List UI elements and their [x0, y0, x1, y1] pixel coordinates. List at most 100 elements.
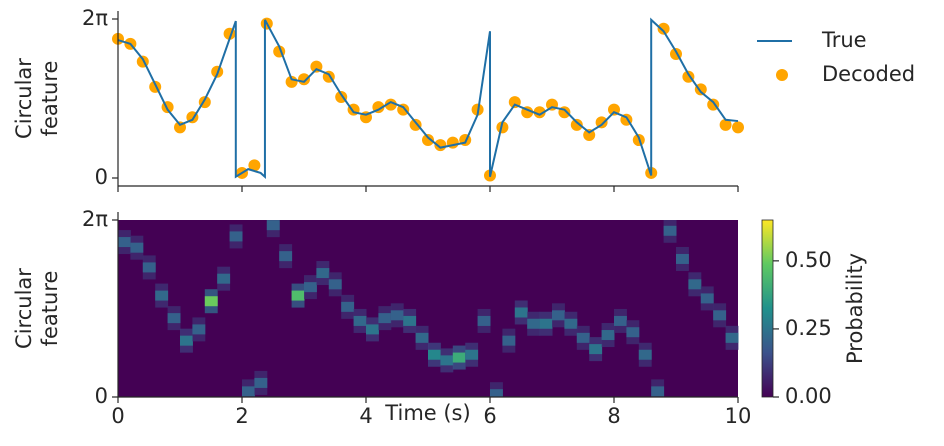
heatmap-column	[155, 283, 169, 308]
heatmap-column	[725, 325, 739, 350]
heatmap-cell	[614, 315, 627, 326]
heatmap-cell	[279, 251, 293, 262]
decoded-point	[533, 106, 546, 119]
legend-swatch	[776, 69, 788, 81]
heatmap-column	[142, 255, 156, 280]
heatmap-cell	[254, 377, 268, 388]
heatmap-column	[328, 272, 342, 297]
x-tick-label: 10	[725, 404, 752, 428]
heatmap-column	[614, 308, 627, 333]
heatmap-column	[192, 317, 206, 342]
colorbar-tick-label: 0.25	[785, 316, 832, 340]
heatmap-column	[304, 275, 317, 300]
heatmap-column	[465, 342, 479, 367]
y-tick-label: 0	[95, 165, 108, 189]
heatmap-cell	[601, 330, 615, 341]
heatmap-cell	[142, 262, 156, 273]
x-axis-label: Time (s)	[384, 401, 470, 425]
heatmap-column	[490, 382, 503, 397]
heatmap-cell	[328, 279, 342, 290]
heatmap-column	[254, 370, 268, 395]
heatmap-column	[539, 311, 553, 336]
heatmap-background	[118, 220, 738, 397]
colorbar	[761, 219, 774, 398]
heatmap-column	[217, 266, 231, 291]
x-tick-label: 8	[607, 404, 620, 428]
heatmap-column	[638, 342, 652, 367]
heatmap-cell	[316, 268, 330, 279]
decoded-point	[719, 118, 732, 131]
heatmap-column	[576, 325, 590, 350]
heatmap-cell	[514, 307, 528, 318]
heatmap-column	[266, 220, 280, 238]
y-axis-label: Circularfeature	[12, 268, 62, 349]
decoded-point	[657, 22, 670, 35]
heatmap-column	[415, 325, 429, 350]
heatmap-column	[688, 272, 702, 297]
heatmap-column	[440, 348, 454, 373]
heatmap-column	[353, 308, 367, 333]
decoded-point	[434, 139, 447, 152]
heatmap-cell	[390, 310, 404, 321]
heatmap-column	[180, 328, 193, 353]
heatmap-column	[279, 244, 293, 269]
heatmap-cell	[713, 310, 727, 321]
heatmap-cell	[415, 332, 429, 343]
decoded-point	[732, 121, 744, 134]
heatmap-cell	[130, 242, 144, 253]
heatmap-cell	[180, 335, 193, 346]
heatmap-column	[700, 286, 714, 311]
colorbar-tick-label: 0.00	[785, 384, 832, 408]
heatmap-cell	[552, 310, 565, 321]
heatmap-cell	[452, 352, 466, 363]
x-tick-label: 2	[235, 404, 248, 428]
heatmap-column	[118, 230, 131, 255]
decoded-point	[595, 116, 608, 129]
y-axis-label-line: Circular	[12, 58, 36, 139]
heatmap-column	[229, 224, 243, 249]
heatmap-cell	[266, 220, 280, 231]
heatmap-cell	[217, 273, 231, 284]
colorbar-label: Probability	[843, 253, 867, 364]
x-tick-label: 0	[111, 404, 124, 428]
heatmap-cell	[688, 279, 702, 290]
heatmap-column	[527, 311, 541, 336]
heatmap-cell	[589, 344, 603, 355]
heatmap-column	[378, 306, 392, 331]
heatmap-column	[452, 345, 466, 370]
y-tick-label: 2π	[82, 6, 108, 30]
heatmap-cell	[304, 282, 317, 293]
heatmap-column	[502, 328, 516, 353]
decoded-point	[496, 121, 509, 134]
heatmap-cell	[626, 327, 640, 338]
heatmap-cell	[676, 253, 689, 264]
heatmap-column	[713, 303, 727, 328]
heatmap-column	[651, 379, 665, 397]
heatmap-column	[477, 308, 491, 333]
heatmap-column	[552, 303, 565, 328]
heatmap-cell	[204, 296, 218, 307]
heatmap-column	[316, 261, 330, 286]
y-tick-label: 0	[95, 384, 108, 408]
heatmap-column	[564, 311, 578, 336]
heatmap-cell	[403, 315, 417, 326]
heatmap-cell	[341, 301, 355, 312]
heatmap-column	[428, 342, 441, 367]
heatmap-cell	[477, 315, 491, 326]
heatmap-cell	[576, 332, 590, 343]
heatmap-column	[663, 220, 677, 243]
decoded-point	[285, 75, 298, 88]
heatmap-column	[390, 303, 404, 328]
heatmap-column	[341, 294, 355, 319]
y-axis-label-line: feature	[38, 271, 62, 347]
heatmap-column	[626, 320, 640, 345]
y-axis-label-line: Circular	[12, 268, 36, 349]
heatmap-column	[601, 323, 615, 348]
heatmap-cell	[502, 335, 516, 346]
heatmap-cell	[118, 237, 131, 248]
y-axis-label-line: feature	[38, 61, 62, 137]
y-tick-label: 2π	[82, 207, 108, 231]
heatmap-cell	[700, 293, 714, 304]
heatmap-cell	[229, 231, 243, 242]
heatmap-cell	[366, 324, 379, 335]
